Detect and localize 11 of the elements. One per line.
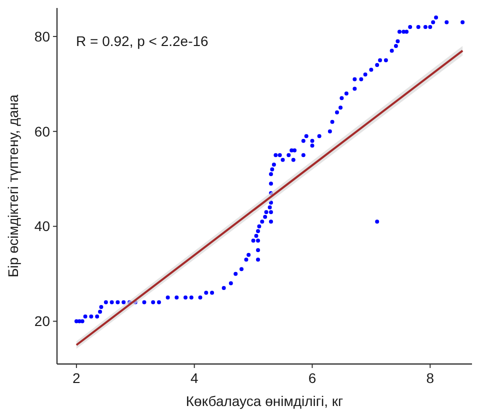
y-tick-label: 60	[34, 123, 50, 140]
x-tick-label: 6	[308, 370, 316, 386]
annotation: R = 0.92, p < 2.2e-16	[76, 33, 209, 49]
y-tick-label: 80	[34, 28, 50, 44]
y-tick-label: 40	[34, 218, 50, 234]
x-tick-label: 4	[190, 370, 198, 386]
y-tick-label: 20	[34, 313, 50, 330]
y-axis-title: Бір өсімдіктегі түптену, дана	[5, 94, 21, 278]
x-axis-title: Көкбалауса өнімділігі, кг	[186, 393, 344, 409]
x-tick-label: 2	[72, 370, 81, 386]
x-tick-label: 8	[426, 370, 434, 386]
